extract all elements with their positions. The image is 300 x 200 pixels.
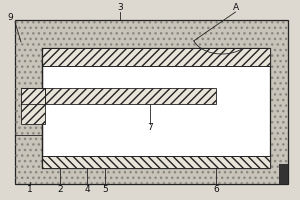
Text: 4: 4 [84, 184, 90, 194]
Text: 2: 2 [57, 184, 63, 194]
Text: 6: 6 [213, 184, 219, 194]
Bar [42, 48, 270, 168]
Bar [15, 20, 288, 184]
Text: A: A [232, 3, 238, 12]
Bar [21, 88, 216, 104]
Bar [21, 88, 45, 124]
Bar [15, 20, 288, 184]
Text: 5: 5 [102, 184, 108, 194]
Bar [42, 156, 270, 168]
Bar [279, 164, 288, 184]
Bar [42, 48, 270, 66]
Text: 1: 1 [27, 184, 33, 194]
Text: 7: 7 [147, 123, 153, 132]
Text: 3: 3 [117, 3, 123, 12]
Text: 9: 9 [8, 14, 14, 22]
